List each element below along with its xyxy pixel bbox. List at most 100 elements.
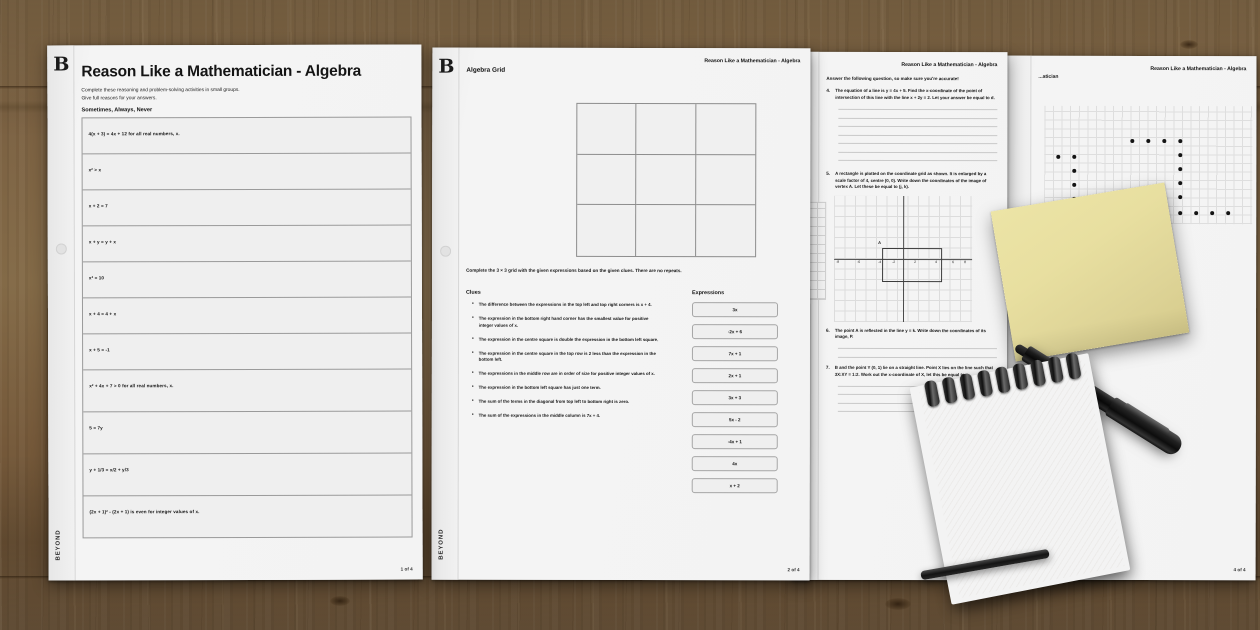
question-text: The point A is reflected in the line y =… xyxy=(834,327,986,340)
plot-point xyxy=(1162,138,1167,143)
table-row[interactable]: x² = 10 xyxy=(82,261,411,299)
plotted-rectangle xyxy=(882,247,943,282)
worksheet-page-2[interactable]: B BEYOND Reason Like a Mathematician - A… xyxy=(431,47,811,581)
page-2-heading: Algebra Grid xyxy=(466,66,506,74)
answer-line[interactable] xyxy=(838,125,998,128)
expressions-heading: Expressions xyxy=(692,290,725,297)
bullet-icon: • xyxy=(471,383,474,390)
plot-point xyxy=(1178,152,1183,157)
clue-item: • The sum of the terms in the diagonal fr… xyxy=(472,398,662,406)
bullet-icon: • xyxy=(472,300,474,307)
worksheet-page-1[interactable]: B BEYOND Reason Like a Mathematician - A… xyxy=(47,44,423,581)
clue-item: • The expression in the bottom right hand… xyxy=(471,314,662,329)
answer-line[interactable] xyxy=(838,151,998,153)
clue-item: • The difference between the expressions … xyxy=(472,300,662,309)
table-row[interactable]: x + 5 = -1 xyxy=(83,333,412,371)
intro-line-2: Give full reasons for your answers. xyxy=(81,95,157,101)
table-row[interactable]: x² + 4x + 7 > 0 for all real numbers, x. xyxy=(83,369,412,413)
expression-tile[interactable]: 3x + 3 xyxy=(691,390,778,405)
statement-text: x + 4 = 4 + x xyxy=(88,311,117,317)
table-row[interactable]: y + 1/3 = x/2 + y/3 xyxy=(83,453,412,497)
plot-point xyxy=(1072,154,1077,159)
expression-tile[interactable]: x + 2 xyxy=(691,478,778,493)
grid-cell[interactable] xyxy=(577,103,637,155)
answer-line[interactable] xyxy=(838,134,998,136)
statement-text: x² + 4x + 7 > 0 for all real numbers, x. xyxy=(89,383,174,389)
clues-list: • The difference between the expressions … xyxy=(471,300,662,427)
statement-text: (2x + 1)² - (2x + 1) is even for integer… xyxy=(89,509,200,515)
statement-text: 5 = 7y xyxy=(89,425,103,431)
question-text: A rectangle is plotted on the coordinate… xyxy=(835,170,987,190)
algebra-3x3-grid[interactable] xyxy=(576,102,757,258)
vertex-label-A: A xyxy=(878,239,882,245)
clue-item: • The sum of the expressions in the middl… xyxy=(471,411,662,420)
punch-hole xyxy=(440,245,452,257)
table-row[interactable]: 5 = 7y xyxy=(83,411,412,455)
clues-heading: Clues xyxy=(466,289,481,296)
grid-cell[interactable] xyxy=(696,205,755,256)
grid-cell[interactable] xyxy=(636,154,696,206)
clue-item: • The expression in the centre square is … xyxy=(472,335,662,343)
brand-watermark: BEYOND xyxy=(56,529,62,560)
answer-line[interactable] xyxy=(838,108,998,111)
answer-line[interactable] xyxy=(838,117,998,119)
brand-name: BEYOND xyxy=(438,528,445,560)
expression-tile[interactable]: 3x xyxy=(691,302,779,317)
table-row[interactable]: x + 4 = 4 + x xyxy=(82,297,412,335)
x-tick-label: -8 xyxy=(836,259,840,264)
question-number: 7. xyxy=(825,364,830,370)
answer-line[interactable] xyxy=(837,356,997,358)
brand-watermark: BEYOND xyxy=(439,529,445,560)
clue-item: • The expression in the centre square in … xyxy=(471,349,662,363)
bullet-icon: • xyxy=(471,314,474,321)
statement-text: x + 2 = 7 xyxy=(88,203,108,209)
page-2-margin xyxy=(431,47,460,580)
statements-table: 4(x + 3) = 4x + 12 for all real numbers,… xyxy=(81,116,413,539)
clue-text: The expression in the centre square in t… xyxy=(478,350,656,362)
plot-point xyxy=(1072,182,1077,187)
sticky-note[interactable] xyxy=(990,182,1190,362)
answer-line[interactable] xyxy=(837,348,997,350)
page-4-partial-heading: ...atician xyxy=(1038,73,1059,80)
page-4-footer: 4 of 4 xyxy=(1233,567,1246,573)
wood-knot xyxy=(330,596,350,606)
expression-tile[interactable]: 2x + 1 xyxy=(691,368,778,383)
table-row[interactable]: 4(x + 3) = 4x + 12 for all real numbers,… xyxy=(82,117,411,155)
grid-cell[interactable] xyxy=(577,205,637,257)
page-3-intro: Answer the following question, so make s… xyxy=(826,75,959,82)
grid-cell[interactable] xyxy=(695,154,756,206)
bullet-icon: • xyxy=(471,349,474,356)
expression-tile[interactable]: 4x xyxy=(691,456,778,471)
clue-text: The sum of the terms in the diagonal fro… xyxy=(478,398,630,405)
clue-text: The difference between the expressions i… xyxy=(478,301,652,308)
plot-point xyxy=(1130,138,1135,143)
table-row[interactable]: (2x + 1)² - (2x + 1) is even for integer… xyxy=(83,496,411,538)
clue-item: • The expressions in the middle row are i… xyxy=(471,369,662,378)
expression-tile[interactable]: -4x + 1 xyxy=(691,434,778,449)
grid-cell[interactable] xyxy=(636,205,696,257)
question-item: 6. The point A is reflected in the line … xyxy=(826,327,997,340)
answer-line[interactable] xyxy=(838,142,998,145)
grid-cell[interactable] xyxy=(577,154,637,206)
expression-tile[interactable]: -2x + 6 xyxy=(691,324,778,339)
question-number: 4. xyxy=(826,87,831,93)
expression-tile[interactable]: 7x + 1 xyxy=(691,346,778,361)
clue-text: The expressions in the middle row are in… xyxy=(478,370,655,377)
page-2-instruction: Complete the 3 × 3 grid with the given e… xyxy=(466,267,682,274)
table-row[interactable]: x + y = y + x xyxy=(82,225,411,263)
question-item: 5. A rectangle is plotted on the coordin… xyxy=(826,171,997,191)
question-number: 6. xyxy=(825,327,830,333)
answer-line[interactable] xyxy=(838,159,998,162)
bullet-icon: • xyxy=(471,411,474,418)
plot-point xyxy=(1210,210,1215,215)
statement-text: x² > x xyxy=(88,167,102,173)
table-row[interactable]: x² > x xyxy=(82,153,411,191)
table-row[interactable]: x + 2 = 7 xyxy=(82,189,411,227)
grid-cell[interactable] xyxy=(695,104,756,155)
grid-cell[interactable] xyxy=(636,104,697,155)
expression-tile[interactable]: 5x - 2 xyxy=(691,412,778,427)
coordinate-grid: A -8 -6 -4 -2 2 4 6 8 xyxy=(833,195,973,322)
bullet-icon: • xyxy=(471,369,474,376)
plot-point xyxy=(1178,210,1183,215)
page-1-margin xyxy=(47,45,76,581)
